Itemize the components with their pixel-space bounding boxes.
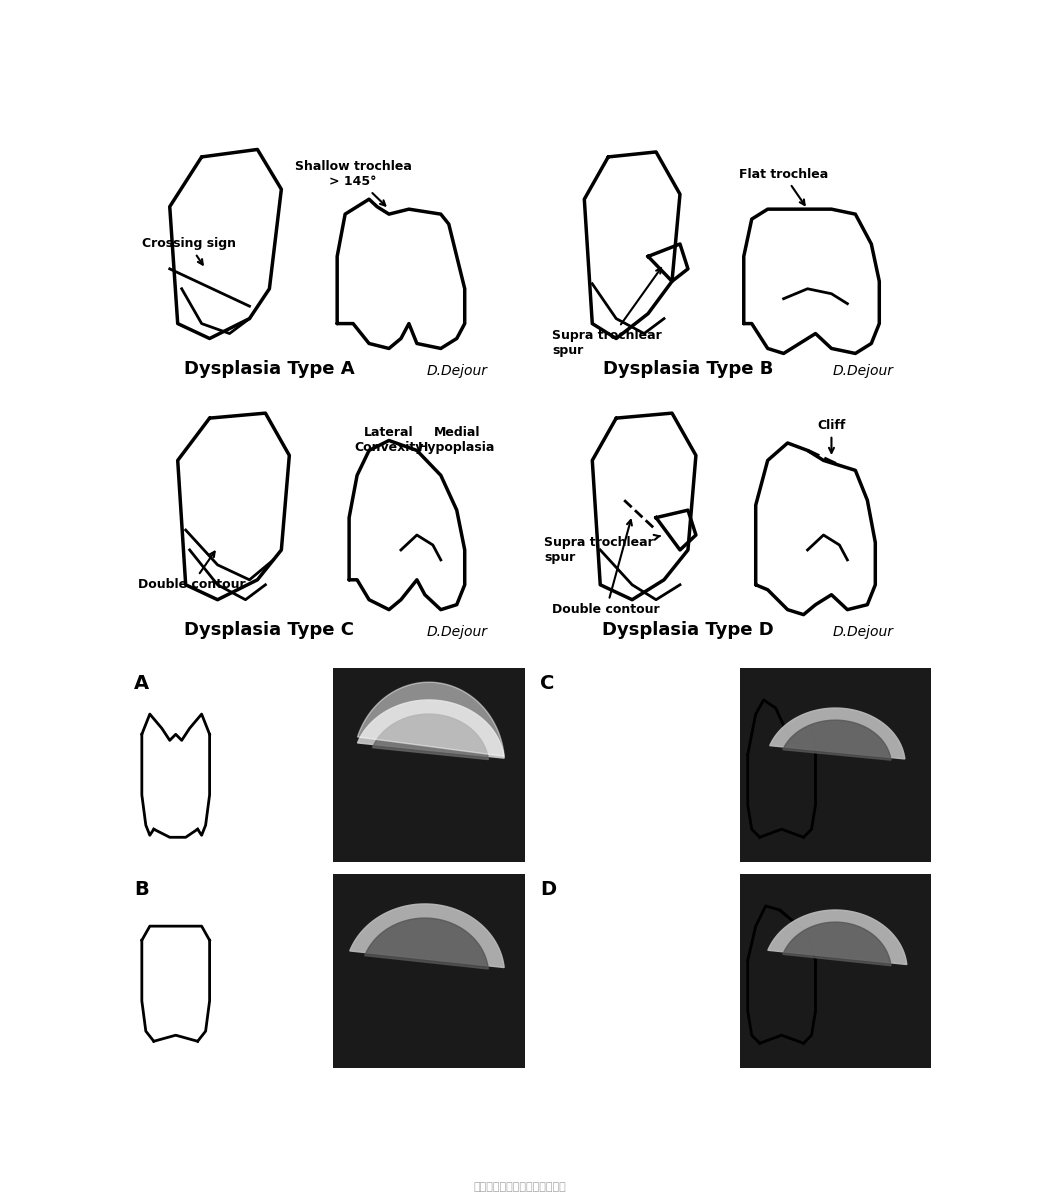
- Text: Shallow trochlea
> 145°: Shallow trochlea > 145°: [295, 160, 411, 206]
- Text: Supra trochlear
spur: Supra trochlear spur: [553, 268, 662, 358]
- Text: A: A: [134, 674, 149, 692]
- Text: D.Dejour: D.Dejour: [833, 365, 894, 378]
- Text: Dysplasia Type B: Dysplasia Type B: [603, 360, 773, 378]
- Text: Crossing sign: Crossing sign: [142, 237, 236, 265]
- Text: Double contour: Double contour: [138, 551, 245, 591]
- Text: B: B: [134, 880, 149, 898]
- Polygon shape: [357, 700, 504, 759]
- Polygon shape: [357, 683, 504, 756]
- FancyBboxPatch shape: [334, 668, 525, 862]
- Polygon shape: [770, 708, 905, 759]
- Polygon shape: [782, 922, 891, 966]
- Text: D.Dejour: D.Dejour: [426, 365, 487, 378]
- Text: D.Dejour: D.Dejour: [833, 626, 894, 639]
- Text: D: D: [540, 880, 557, 898]
- Polygon shape: [365, 919, 488, 969]
- Text: Lateral
Convexity: Lateral Convexity: [354, 425, 424, 454]
- Polygon shape: [768, 910, 907, 964]
- Text: D.Dejour: D.Dejour: [426, 626, 487, 639]
- Text: Dysplasia Type D: Dysplasia Type D: [602, 621, 774, 639]
- Text: Double contour: Double contour: [553, 520, 660, 616]
- Polygon shape: [373, 714, 488, 760]
- Text: Flat trochlea: Flat trochlea: [739, 167, 828, 205]
- FancyBboxPatch shape: [334, 874, 525, 1068]
- Polygon shape: [350, 904, 504, 968]
- Text: Medial
Hypoplasia: Medial Hypoplasia: [418, 425, 496, 454]
- Text: Cliff: Cliff: [818, 419, 846, 453]
- Text: Dysplasia Type A: Dysplasia Type A: [184, 360, 354, 378]
- Text: C: C: [540, 674, 555, 692]
- Text: Dysplasia Type C: Dysplasia Type C: [184, 621, 354, 639]
- Text: 昆医附二院关节置换与运动医学: 昆医附二院关节置换与运动医学: [473, 1182, 566, 1192]
- Text: Supra trochlear
spur: Supra trochlear spur: [544, 535, 660, 563]
- FancyBboxPatch shape: [740, 668, 931, 862]
- FancyBboxPatch shape: [740, 874, 931, 1068]
- Polygon shape: [782, 720, 891, 760]
